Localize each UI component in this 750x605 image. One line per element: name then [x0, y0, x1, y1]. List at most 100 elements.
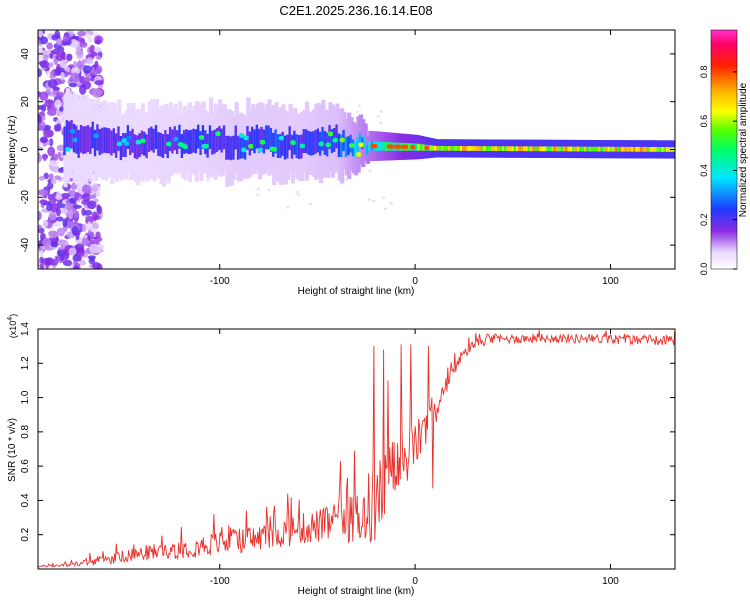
- spectrogram-ridge: [616, 146, 621, 152]
- spectrogram-ridge: [666, 147, 671, 152]
- spectrogram-speckle: [58, 167, 65, 174]
- spectrogram-blob: [140, 138, 147, 144]
- spectrogram-ridge: [490, 146, 495, 151]
- spectrogram-speckle: [83, 209, 93, 216]
- spectrogram-ridge: [626, 146, 631, 152]
- spectrogram-speckle: [61, 208, 69, 214]
- spectrogram-speckle: [38, 30, 43, 38]
- colorbar-tick-label: 0.6: [699, 115, 709, 128]
- spectrogram-speckle: [46, 109, 57, 116]
- spectrogram-ridge: [182, 130, 188, 155]
- spectrogram-ridge: [265, 125, 270, 150]
- spectrogram-ridge: [595, 146, 600, 152]
- spectrogram-ridge: [471, 146, 476, 151]
- spectrogram-ridge: [483, 146, 488, 151]
- spectrogram-speckle: [79, 41, 88, 48]
- spectrogram-blob: [126, 135, 133, 141]
- spectrogram-ridge: [640, 146, 645, 152]
- spectrogram-blob: [165, 141, 172, 147]
- spectrogram-ridge: [147, 128, 153, 153]
- spectrogram-blob: [238, 133, 245, 138]
- spectrogram-ylabel: Frequency (Hz): [7, 116, 18, 185]
- spectrogram-ridge: [190, 129, 195, 154]
- spectrogram-ridge: [337, 133, 342, 157]
- spectrogram-ridge: [232, 135, 237, 160]
- spectrogram-ridge: [422, 144, 427, 151]
- spectrogram-blob: [259, 139, 266, 145]
- spectrogram-ridge: [628, 146, 633, 152]
- spectrogram-blob: [332, 137, 339, 143]
- spectrogram-speckle: [382, 196, 386, 199]
- spectrogram-speckle: [256, 187, 260, 191]
- spectrogram-speckle: [65, 66, 71, 73]
- spectrogram-speckle: [49, 71, 55, 77]
- svg-text:(x104): (x104): [7, 314, 18, 338]
- spectrogram-speckle: [38, 210, 42, 221]
- spectrogram-speckle: [86, 200, 97, 210]
- spectrogram-speckle: [39, 91, 49, 101]
- spectrogram-ridge: [68, 121, 73, 150]
- spectrogram-ridge: [485, 146, 490, 151]
- snr-xtick-label: -100: [210, 576, 230, 587]
- spectrogram-ridge: [515, 146, 521, 152]
- spectrogram-speckle: [51, 48, 61, 55]
- spectrogram-ridge: [229, 136, 235, 161]
- spectrogram-speckle: [89, 256, 95, 262]
- spectrogram-ridge: [63, 126, 68, 156]
- spectrogram-ridge: [335, 124, 340, 149]
- colorbar-tick-label: 0.0: [699, 263, 709, 276]
- spectrogram-blob: [355, 152, 362, 157]
- snr-xtick-label: 0: [412, 576, 418, 587]
- spectrogram-xlabel: Height of straight line (km): [298, 286, 415, 297]
- spectrogram-blob: [410, 144, 416, 150]
- spectrogram-speckle: [72, 204, 83, 209]
- spectrogram-ridge: [129, 131, 134, 155]
- spectrogram-ridge: [494, 146, 500, 151]
- spectrogram-ridge: [107, 128, 113, 154]
- snr-xtick-label: 100: [602, 576, 619, 587]
- spectrogram-ridge: [513, 146, 518, 152]
- spectrogram-ridge: [544, 146, 549, 152]
- spectrogram-ridge: [213, 129, 218, 154]
- spectrogram-blob: [339, 137, 346, 143]
- spectrogram-speckle: [94, 80, 104, 86]
- spectrogram-speckle: [86, 57, 94, 65]
- spectrogram-ridge: [579, 146, 584, 152]
- spectrogram-ridge: [598, 146, 603, 152]
- spectrogram-blob: [358, 142, 365, 148]
- colorbar-tick-label: 0.4: [699, 164, 709, 177]
- spectrogram-heat: [38, 30, 675, 269]
- spectrogram-ridge: [525, 146, 530, 152]
- spectrogram-speckle: [69, 38, 78, 49]
- spectrogram-blob: [389, 144, 395, 149]
- spectrogram-ridge: [487, 146, 493, 151]
- spectrogram-ridge: [112, 128, 117, 153]
- spectrogram-speckle: [206, 179, 210, 182]
- spectrogram-speckle: [295, 190, 299, 194]
- spectrogram-ridge: [178, 124, 183, 149]
- spectrogram-speckle: [43, 128, 52, 139]
- spectrogram-ridge: [267, 125, 272, 150]
- spectrogram-ridge: [225, 135, 230, 160]
- spectrogram-speckle: [81, 223, 87, 233]
- spectrogram-ridge: [171, 129, 176, 154]
- spectrogram-speckle: [62, 218, 68, 228]
- spectrogram-ridge: [574, 146, 579, 152]
- spectrogram-ridge: [211, 130, 216, 155]
- spectrogram-ridge: [276, 134, 281, 159]
- spectrogram-ridge: [633, 146, 638, 152]
- spectrogram-ridge: [450, 145, 455, 151]
- spectrogram-ridge: [154, 125, 160, 149]
- spectrogram-ridge: [218, 126, 223, 151]
- spectrogram-ridge: [253, 129, 258, 154]
- spectrogram-ridge: [105, 127, 110, 154]
- spectrogram-ridge: [476, 146, 481, 151]
- spectrogram-speckle: [75, 243, 85, 252]
- spectrogram-ridge: [567, 146, 572, 152]
- spectrogram-speckle: [89, 44, 96, 54]
- spectrogram-speckle: [62, 259, 73, 267]
- spectrogram-ridge: [145, 134, 150, 159]
- spectrogram-ridge: [258, 128, 263, 153]
- spectrogram-ridge: [436, 145, 441, 151]
- spectrogram-speckle: [96, 204, 101, 211]
